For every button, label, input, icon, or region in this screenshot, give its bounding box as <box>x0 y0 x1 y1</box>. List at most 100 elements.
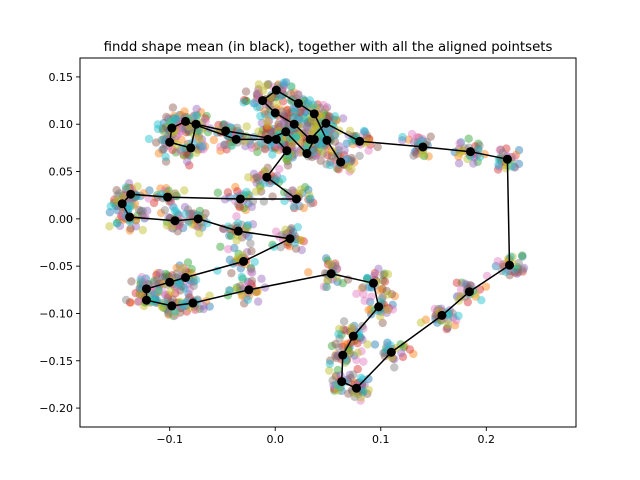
pointset-point <box>518 252 527 261</box>
pointset-point <box>180 298 190 308</box>
pointset-point <box>345 167 354 176</box>
pointset-point <box>370 271 379 281</box>
pointset-point <box>254 80 264 89</box>
pointset-point <box>456 292 466 302</box>
pointset-point <box>312 151 321 160</box>
pointset-point <box>390 354 399 364</box>
pointset-point <box>121 183 131 192</box>
pointset-point <box>175 279 184 288</box>
mean-shape-point <box>233 226 243 236</box>
mean-shape-point <box>309 109 319 119</box>
pointset-point <box>321 111 331 120</box>
pointset-point <box>144 134 154 144</box>
pointset-point <box>359 129 368 138</box>
pointset-point <box>333 264 342 273</box>
pointset-point <box>510 162 519 172</box>
pointset-point <box>125 226 135 235</box>
pointset-point <box>178 263 187 273</box>
pointset-point <box>365 297 375 307</box>
pointset-point <box>248 220 258 229</box>
pointset-point <box>334 141 344 151</box>
pointset-point <box>181 210 190 219</box>
pointset-point <box>113 206 122 215</box>
pointset-point <box>312 122 321 131</box>
y-tick-label: −0.15 <box>39 355 73 368</box>
mean-shape-point <box>464 287 474 297</box>
pointset-point <box>325 126 334 135</box>
pointset-point <box>378 318 387 328</box>
pointset-point <box>380 269 389 278</box>
pointset-point <box>510 163 520 172</box>
mean-shape-point <box>193 214 203 224</box>
pointset-point <box>474 145 483 154</box>
pointset-point <box>241 96 251 106</box>
pointset-point <box>263 163 272 173</box>
y-tick-label: −0.20 <box>39 402 73 415</box>
pointset-point <box>335 324 344 334</box>
pointset-point <box>160 205 170 215</box>
pointset-point <box>287 139 296 148</box>
pointset-point <box>135 289 144 299</box>
pointset-point <box>227 231 236 240</box>
pointset-point <box>303 119 313 128</box>
pointset-point <box>334 329 343 339</box>
mean-shape-point <box>437 310 447 320</box>
pointset-point <box>324 366 334 375</box>
pointset-point <box>238 290 247 299</box>
pointset-point <box>331 339 340 349</box>
pointset-point <box>328 262 338 271</box>
pointset-point <box>242 96 251 106</box>
pointset-point <box>158 273 167 282</box>
pointset-point <box>334 146 343 155</box>
pointset-point <box>390 291 400 301</box>
pointset-point <box>347 153 356 163</box>
pointset-point <box>184 289 193 299</box>
pointset-point <box>156 208 166 218</box>
pointset-point <box>178 223 188 233</box>
pointset-point <box>295 113 304 122</box>
pointset-point <box>510 268 520 277</box>
pointset-point <box>378 284 387 293</box>
y-tick-label: 0.10 <box>49 118 74 131</box>
pointset-point <box>364 385 373 395</box>
pointset-point <box>424 152 433 161</box>
mean-shape-point <box>271 85 281 95</box>
pointset-point <box>498 260 508 269</box>
pointset-point <box>303 99 313 108</box>
pointset-point <box>170 189 180 198</box>
pointset-point <box>161 290 170 300</box>
pointset-point <box>281 134 291 143</box>
pointset-point <box>254 140 263 150</box>
pointset-point <box>513 263 522 272</box>
pointset-point <box>306 116 315 125</box>
pointset-point <box>168 201 177 211</box>
pointset-point <box>383 338 392 347</box>
pointset-point <box>475 285 485 294</box>
pointset-point <box>278 174 287 184</box>
pointset-point <box>199 145 208 154</box>
pointset-point <box>151 289 161 298</box>
mean-shape-point <box>291 194 301 204</box>
y-tick-label: −0.05 <box>39 260 73 273</box>
pointset-point <box>170 206 180 216</box>
pointset-point <box>283 105 292 114</box>
pointset-point <box>357 284 367 293</box>
pointset-point <box>193 222 202 231</box>
pointset-point <box>365 134 374 144</box>
pointset-point <box>239 299 249 308</box>
pointset-point <box>173 227 182 236</box>
pointset-point <box>367 292 376 301</box>
pointset-point <box>213 188 223 197</box>
pointset-point <box>176 145 185 154</box>
pointset-point <box>263 121 273 130</box>
pointset-point <box>169 114 178 123</box>
pointset-point <box>337 386 346 396</box>
pointset-point <box>323 276 332 285</box>
mean-shape-point <box>235 194 245 204</box>
pointset-point <box>274 123 283 132</box>
pointset-point <box>171 311 180 320</box>
pointset-point <box>176 303 185 313</box>
pointset-point <box>334 343 344 352</box>
pointset-point <box>330 130 340 139</box>
pointset-point <box>148 290 157 299</box>
